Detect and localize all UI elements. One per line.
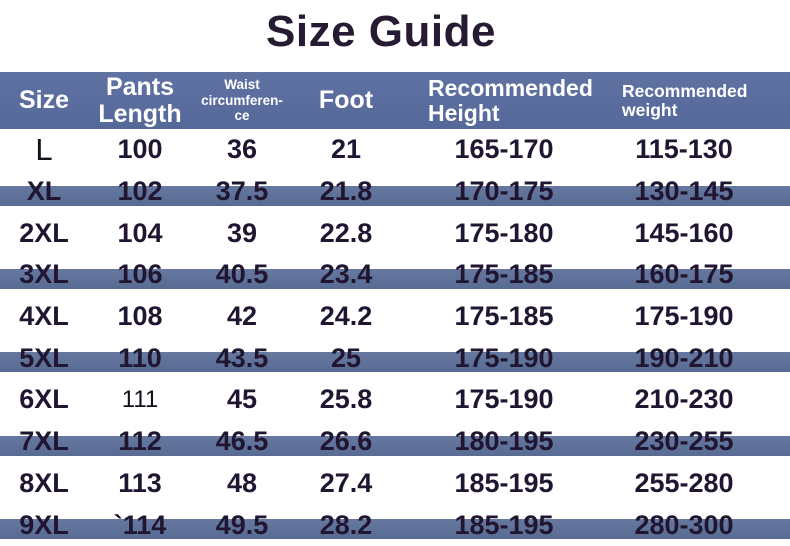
table-row: 7XL 112 46.5 26.6 180-195 230-255 bbox=[0, 421, 790, 463]
cell-foot: 25.8 bbox=[319, 384, 373, 415]
cell-foot: 21.8 bbox=[319, 176, 373, 207]
cell-pants-length: 112 bbox=[118, 426, 162, 457]
page-title: Size Guide bbox=[266, 7, 496, 56]
cell-waist-circumference: 36 bbox=[226, 134, 258, 165]
cell-foot: 21 bbox=[330, 134, 362, 165]
cell-size: 2XL bbox=[19, 217, 69, 248]
cell-waist-circumference: 45 bbox=[226, 384, 258, 415]
table-row: XL 102 37.5 21.8 170-175 130-145 bbox=[0, 171, 790, 213]
cell-recommended-weight: 175-190 bbox=[634, 301, 734, 332]
cell-waist-circumference: 46.5 bbox=[215, 426, 269, 457]
table-row: 5XL 110 43.5 25 175-190 190-210 bbox=[0, 337, 790, 379]
column-header-recommended-height: Recommended Height bbox=[428, 75, 593, 126]
cell-pants-length: 108 bbox=[117, 301, 163, 332]
cell-pants-length: `114 bbox=[113, 509, 167, 540]
cell-size: XL bbox=[26, 176, 62, 207]
cell-size: L bbox=[35, 132, 53, 168]
cell-size: 6XL bbox=[19, 384, 69, 415]
size-table: Size Pants Length Waist circumferen- ce … bbox=[0, 72, 790, 546]
cell-recommended-weight: 145-160 bbox=[634, 217, 734, 248]
cell-pants-length: 104 bbox=[117, 217, 163, 248]
cell-waist-circumference: 39 bbox=[226, 217, 258, 248]
cell-recommended-weight: 115-130 bbox=[635, 134, 733, 165]
column-header-size: Size bbox=[18, 86, 70, 115]
cell-foot: 26.6 bbox=[319, 426, 373, 457]
cell-size: 5XL bbox=[19, 342, 69, 373]
cell-recommended-height: 185-195 bbox=[454, 509, 554, 540]
cell-recommended-weight: 280-300 bbox=[634, 509, 734, 540]
cell-foot: 24.2 bbox=[319, 301, 373, 332]
cell-foot: 27.4 bbox=[319, 467, 373, 498]
cell-recommended-height: 175-180 bbox=[454, 217, 554, 248]
cell-recommended-weight: 160-175 bbox=[634, 259, 734, 290]
cell-recommended-weight: 190-210 bbox=[634, 342, 734, 373]
cell-foot: 23.4 bbox=[319, 259, 373, 290]
cell-foot: 28.2 bbox=[319, 509, 373, 540]
cell-waist-circumference: 43.5 bbox=[215, 342, 269, 373]
table-row: 3XL 106 40.5 23.4 175-185 160-175 bbox=[0, 254, 790, 296]
cell-size: 7XL bbox=[19, 426, 69, 457]
cell-foot: 22.8 bbox=[319, 217, 373, 248]
cell-waist-circumference: 37.5 bbox=[215, 176, 269, 207]
cell-recommended-weight: 255-280 bbox=[634, 467, 734, 498]
cell-pants-length: 113 bbox=[118, 467, 162, 498]
cell-recommended-weight: 130-145 bbox=[634, 176, 734, 207]
cell-recommended-weight: 210-230 bbox=[634, 384, 734, 415]
cell-pants-length: 111 bbox=[121, 385, 159, 413]
cell-waist-circumference: 40.5 bbox=[215, 259, 269, 290]
cell-recommended-height: 175-185 bbox=[454, 301, 554, 332]
column-header-waist-circumference: Waist circumferen- ce bbox=[201, 77, 283, 124]
cell-recommended-height: 175-190 bbox=[454, 384, 554, 415]
cell-pants-length: 102 bbox=[117, 176, 163, 207]
table-row: 4XL 108 42 24.2 175-185 175-190 bbox=[0, 296, 790, 338]
cell-recommended-height: 170-175 bbox=[454, 176, 554, 207]
cell-recommended-height: 175-190 bbox=[454, 342, 554, 373]
cell-recommended-height: 180-195 bbox=[454, 426, 554, 457]
table-row: 2XL 104 39 22.8 175-180 145-160 bbox=[0, 212, 790, 254]
cell-recommended-height: 175-185 bbox=[454, 259, 554, 290]
column-header-pants-length: Pants Length bbox=[98, 73, 182, 128]
column-header-recommended-weight: Recommended weight bbox=[622, 81, 748, 120]
cell-size: 3XL bbox=[19, 259, 69, 290]
cell-size: 9XL bbox=[19, 509, 69, 540]
table-body: L 100 36 21 165-170 115-130 XL 102 37.5 21.8 170-1… bbox=[0, 129, 790, 546]
cell-size: 4XL bbox=[19, 301, 69, 332]
column-header-foot: Foot bbox=[318, 86, 374, 115]
cell-recommended-height: 165-170 bbox=[454, 134, 554, 165]
cell-pants-length: 106 bbox=[117, 259, 163, 290]
cell-waist-circumference: 49.5 bbox=[215, 509, 269, 540]
cell-waist-circumference: 48 bbox=[226, 467, 258, 498]
table-row: 6XL 111 45 25.8 175-190 210-230 bbox=[0, 379, 790, 421]
cell-pants-length: 110 bbox=[118, 342, 162, 373]
cell-recommended-height: 185-195 bbox=[454, 467, 554, 498]
cell-recommended-weight: 230-255 bbox=[634, 426, 734, 457]
cell-size: 8XL bbox=[19, 467, 69, 498]
cell-pants-length: 100 bbox=[117, 134, 163, 165]
table-row: 9XL `114 49.5 28.2 185-195 280-300 bbox=[0, 504, 790, 546]
cell-foot: 25 bbox=[330, 342, 362, 373]
cell-waist-circumference: 42 bbox=[226, 301, 258, 332]
table-row: L 100 36 21 165-170 115-130 bbox=[0, 129, 790, 171]
table-row: 8XL 113 48 27.4 185-195 255-280 bbox=[0, 463, 790, 505]
table-header-row: Size Pants Length Waist circumferen- ce … bbox=[0, 72, 790, 129]
